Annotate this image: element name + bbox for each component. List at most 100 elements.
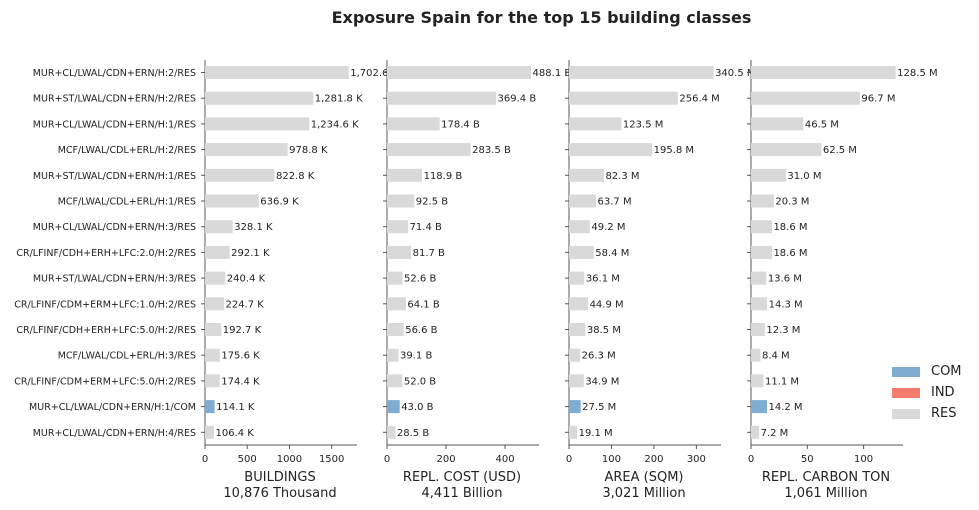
data-label: 38.5 M	[587, 325, 621, 336]
data-label: 1,234.6 K	[311, 119, 359, 130]
x-axis-label: AREA (SQM)	[604, 470, 683, 485]
bar	[751, 400, 767, 414]
x-tick-label: 300	[687, 454, 706, 465]
bar	[387, 66, 532, 79]
data-label: 63.7 M	[598, 197, 632, 208]
bar	[387, 425, 396, 439]
bar	[205, 348, 220, 362]
bar	[387, 220, 409, 234]
data-label: 14.2 M	[768, 402, 802, 413]
data-label: 52.6 B	[404, 274, 436, 285]
data-label: 92.5 B	[416, 197, 448, 208]
bar	[205, 271, 226, 285]
data-label: 11.1 M	[765, 376, 799, 387]
x-axis-label: BUILDINGS	[244, 470, 315, 485]
x-tick-label: 50	[801, 454, 814, 465]
bar	[387, 143, 471, 157]
category-label: MCF/LWAL/CDL+ERL/H:1/RES	[58, 197, 196, 208]
bar	[205, 323, 222, 336]
bar	[569, 194, 597, 208]
bar	[569, 348, 581, 362]
bar	[387, 323, 404, 336]
data-label: 12.3 M	[766, 325, 800, 336]
bar	[751, 117, 804, 131]
bar	[569, 117, 622, 131]
bar	[387, 271, 403, 285]
category-label: MUR+CL/LWAL/CDN+ERN/H:2/RES	[33, 68, 196, 79]
data-label: 283.5 B	[472, 145, 511, 156]
data-label: 1,281.8 K	[315, 94, 363, 105]
category-label: CR/LFINF/CDM+ERM+LFC:1.0/H:2/RES	[14, 299, 196, 310]
bar	[751, 297, 768, 311]
bar	[205, 117, 310, 131]
data-label: 44.9 M	[590, 299, 624, 310]
data-label: 49.2 M	[591, 222, 625, 233]
bar	[569, 271, 585, 285]
data-label: 978.8 K	[289, 145, 328, 156]
bar	[569, 220, 590, 234]
chart-title: Exposure Spain for the top 15 building c…	[331, 8, 752, 27]
legend-swatch-ind	[892, 387, 920, 398]
x-axis-label: REPL. COST (USD)	[403, 470, 521, 485]
bar	[751, 91, 860, 105]
data-label: 27.5 M	[582, 402, 616, 413]
data-label: 28.5 B	[397, 428, 429, 439]
category-label: MUR+CL/LWAL/CDN+ERN/H:1/COM	[29, 402, 196, 413]
x-tick-label: 0	[384, 454, 390, 465]
category-label: MUR+CL/LWAL/CDN+ERN/H:4/RES	[33, 428, 196, 439]
data-label: 56.6 B	[405, 325, 437, 336]
x-tick-label: 400	[496, 454, 515, 465]
bar	[205, 143, 288, 157]
bar	[751, 271, 767, 285]
data-label: 822.8 K	[276, 171, 315, 182]
legend-swatch-res	[892, 408, 920, 419]
data-label: 240.4 K	[227, 274, 266, 285]
data-label: 19.1 M	[579, 428, 613, 439]
data-label: 340.5 M	[715, 68, 755, 79]
legend-item-res: RES	[892, 403, 962, 424]
data-label: 36.1 M	[586, 274, 620, 285]
bar	[569, 143, 653, 157]
bar	[751, 425, 760, 439]
data-label: 43.0 B	[401, 402, 433, 413]
data-label: 174.4 K	[221, 376, 260, 387]
x-axis-total: 10,876 Thousand	[223, 486, 336, 501]
data-label: 26.3 M	[582, 351, 616, 362]
x-tick-label: 0	[202, 454, 208, 465]
data-label: 96.7 M	[861, 94, 895, 105]
category-label: CR/LFINF/CDM+ERM+LFC:5.0/H:2/RES	[14, 376, 196, 387]
legend-item-com: COM	[892, 361, 962, 382]
bar	[751, 220, 772, 234]
bar	[751, 143, 822, 157]
x-tick-label: 100	[602, 454, 621, 465]
category-label: MCF/LWAL/CDL+ERL/H:3/RES	[58, 351, 196, 362]
legend: COM IND RES	[892, 361, 962, 424]
data-label: 18.6 M	[773, 222, 807, 233]
bar	[387, 91, 497, 105]
x-tick-label: 1000	[277, 454, 302, 465]
bar	[387, 374, 403, 388]
data-label: 369.4 B	[498, 94, 537, 105]
legend-swatch-com	[892, 366, 920, 377]
data-label: 256.4 M	[679, 94, 719, 105]
data-label: 14.3 M	[769, 299, 803, 310]
x-axis-total: 4,411 Billion	[422, 486, 503, 501]
bar	[205, 66, 349, 79]
category-label: MUR+ST/LWAL/CDN+ERN/H:3/RES	[33, 274, 196, 285]
data-label: 39.1 B	[400, 351, 432, 362]
data-label: 7.2 M	[761, 428, 789, 439]
data-label: 192.7 K	[223, 325, 262, 336]
bar	[751, 374, 764, 388]
data-label: 195.8 M	[654, 145, 694, 156]
x-tick-label: 0	[748, 454, 754, 465]
category-label: MUR+ST/LWAL/CDN+ERN/H:1/RES	[33, 171, 196, 182]
legend-label-res: RES	[931, 406, 957, 421]
data-label: 62.5 M	[823, 145, 857, 156]
bar	[387, 297, 406, 311]
bar	[751, 245, 772, 259]
category-label: MUR+CL/LWAL/CDN+ERN/H:1/RES	[33, 119, 196, 130]
bar	[751, 323, 765, 336]
data-label: 46.5 M	[805, 119, 839, 130]
data-label: 1,702.6 K	[350, 68, 398, 79]
